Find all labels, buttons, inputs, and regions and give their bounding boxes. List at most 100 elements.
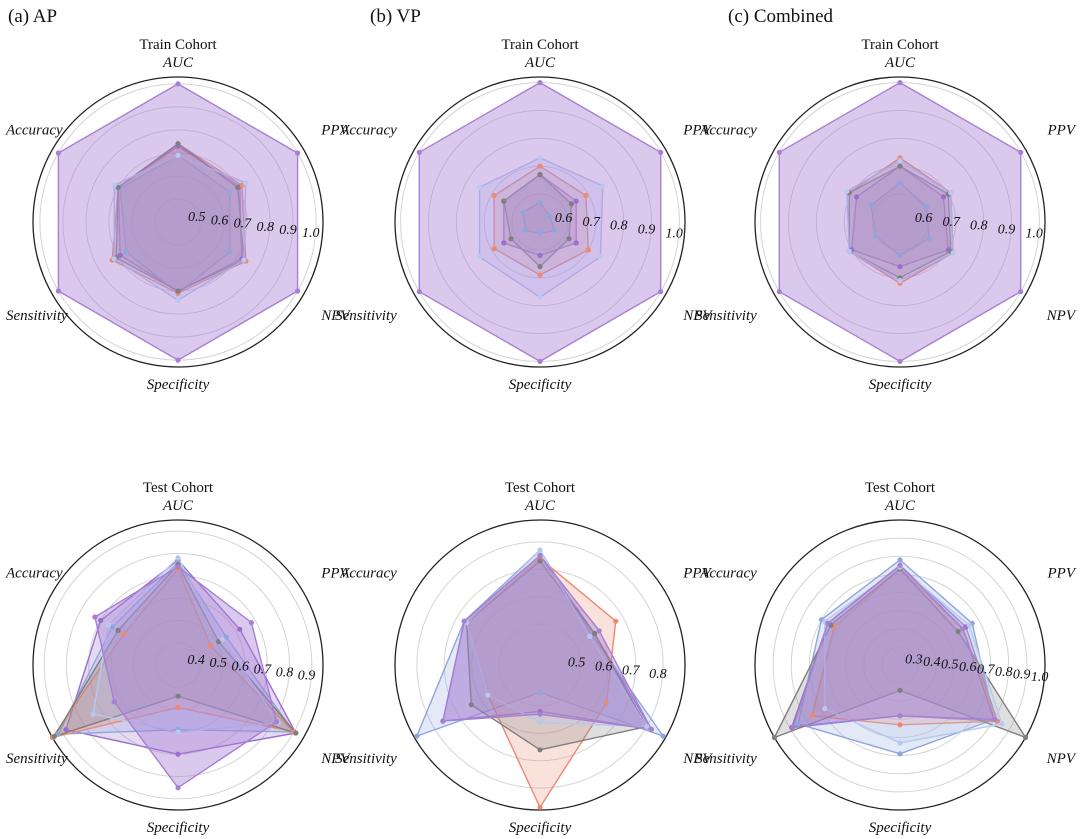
series-6-point [537, 358, 543, 364]
axis-label-ppv: PPV [320, 122, 350, 138]
tick-label: 0.9 [1013, 668, 1031, 683]
series-1-point [501, 240, 507, 246]
series-6-point [596, 628, 602, 634]
axis-label-npv: NPV [682, 751, 713, 767]
grid-ring [881, 646, 919, 684]
series-2-point [897, 180, 903, 186]
series-4-point [175, 288, 181, 294]
axis-label-npv: NPV [1046, 308, 1077, 324]
tick-label: 0.7 [942, 215, 961, 230]
series-6-point [790, 724, 796, 730]
series-5-point [105, 622, 112, 628]
series-3-point [585, 247, 591, 253]
grid-ring [65, 552, 291, 778]
outer-ring [754, 519, 1046, 811]
series-3-point [537, 163, 543, 169]
tick-label: 0.7 [977, 663, 996, 678]
series-2-point [660, 733, 666, 739]
series-5-point [485, 692, 491, 698]
chart-title: Train Cohort [501, 37, 579, 53]
tick-label: 0.6 [959, 660, 977, 675]
tick-label: 0.5 [941, 658, 959, 673]
series-5-point [175, 555, 181, 561]
grid-ring [511, 193, 569, 251]
series-5-point [644, 724, 650, 730]
series-polygon-6 [94, 566, 278, 789]
axis-label-sensitivity: Sensitivity [335, 308, 397, 324]
outer-ring [394, 76, 686, 368]
chart-title: Test Cohort [143, 480, 214, 496]
axis-label-auc: AUC [884, 55, 916, 71]
series-2-point [926, 236, 932, 242]
series-3-point [537, 804, 543, 810]
series-4-point [501, 198, 507, 204]
outer-ring [754, 76, 1046, 368]
series-2-point [55, 731, 61, 737]
series-1-point [175, 751, 181, 757]
series-6-point [175, 81, 181, 87]
series-4-point [591, 630, 598, 637]
series-6-point [416, 289, 422, 295]
grid-ring [427, 109, 653, 335]
series-5-point [537, 547, 543, 553]
series-4-point [568, 201, 575, 207]
series-6-point [1018, 289, 1024, 295]
series-3-point [583, 192, 589, 199]
series-6-point [897, 562, 903, 568]
series-5-point [600, 183, 606, 189]
series-4-point [115, 627, 121, 634]
series-5-point [537, 719, 543, 726]
series-4-point [468, 702, 474, 708]
chart-title: Train Cohort [139, 37, 217, 53]
axis-label-ppv: PPV [682, 565, 712, 581]
series-6-point [537, 80, 543, 86]
panel-label-ap: (a) AP [8, 6, 58, 27]
axis-label-ppv: PPV [682, 122, 712, 138]
tick-label: 0.8 [649, 667, 667, 682]
tick-label: 0.5 [188, 210, 206, 225]
axis-label-auc: AUC [884, 498, 916, 514]
grid-ring [155, 642, 201, 688]
series-5-point [537, 294, 543, 300]
axis-label-ppv: PPV [1047, 565, 1077, 581]
series-2-point [897, 751, 903, 757]
axis-label-sensitivity: Sensitivity [6, 751, 68, 767]
series-3-point [491, 245, 497, 252]
series-6-point [175, 564, 181, 570]
series-6-point [658, 289, 664, 295]
series-3-point [537, 272, 543, 278]
series-2-point [795, 721, 801, 727]
series-5-point [844, 188, 850, 194]
series-4-point [508, 236, 514, 242]
series-1-point [117, 252, 123, 258]
tick-label: 1.0 [1025, 226, 1043, 241]
series-3-point [175, 704, 181, 711]
axis-label-npv: NPV [1046, 751, 1077, 767]
series-2-point [924, 204, 930, 210]
tick-label: 0.7 [254, 662, 273, 677]
series-4-point [537, 172, 543, 178]
series-6-point [461, 618, 467, 624]
series-5-point [950, 250, 956, 256]
series-6-point [295, 288, 301, 294]
series-3-point [239, 182, 245, 188]
series-3-point [491, 192, 497, 199]
series-1-point [63, 727, 69, 733]
axis-label-accuracy: Accuracy [5, 122, 63, 138]
radar-chart-1: 0.5 0.6 0.7 0.8 0.9 1.0 AUC PPV NPV Specificity Se… [5, 37, 351, 393]
radar-chart-2: 0.6 0.7 0.8 0.9 1.0 AUC PPV NPV Specificity Sensi… [335, 37, 713, 393]
outer-ring [394, 519, 686, 811]
tick-label: 0.3 [905, 653, 923, 668]
grid-ring [498, 623, 582, 707]
grid-ring [43, 530, 313, 800]
grid-ring [772, 537, 1028, 793]
tick-label: 0.8 [995, 665, 1013, 680]
series-2-point [537, 199, 543, 206]
series-2-point [537, 689, 543, 696]
grid-ring [455, 137, 625, 307]
series-2-point [522, 227, 529, 233]
series-6-point [55, 288, 62, 294]
axis-label-accuracy: Accuracy [5, 565, 63, 581]
grid-ring [62, 106, 294, 338]
series-6-point [537, 553, 543, 559]
